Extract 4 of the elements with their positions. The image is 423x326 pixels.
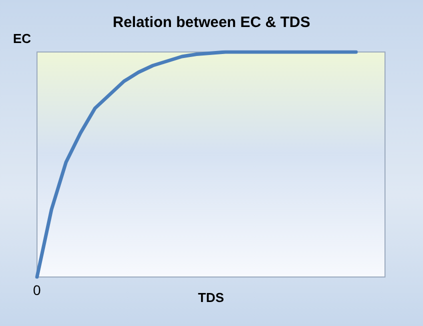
chart-title: Relation between EC & TDS	[112, 14, 310, 31]
y-axis-title: EC	[12, 31, 32, 46]
text: 0	[33, 282, 41, 298]
x-axis-title: TDS	[198, 290, 224, 305]
